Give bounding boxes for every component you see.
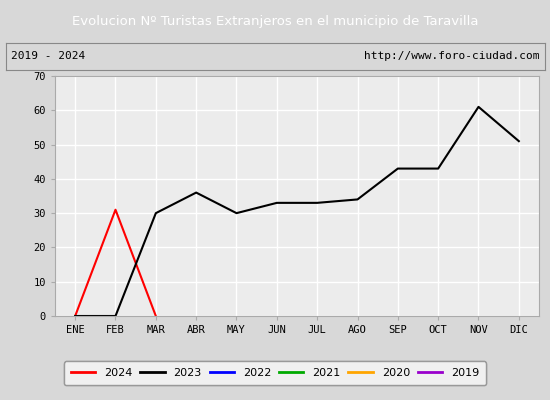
Text: Evolucion Nº Turistas Extranjeros en el municipio de Taravilla: Evolucion Nº Turistas Extranjeros en el … xyxy=(72,14,478,28)
Legend: 2024, 2023, 2022, 2021, 2020, 2019: 2024, 2023, 2022, 2021, 2020, 2019 xyxy=(64,361,486,385)
Text: 2019 - 2024: 2019 - 2024 xyxy=(11,51,85,61)
Text: http://www.foro-ciudad.com: http://www.foro-ciudad.com xyxy=(364,51,539,61)
